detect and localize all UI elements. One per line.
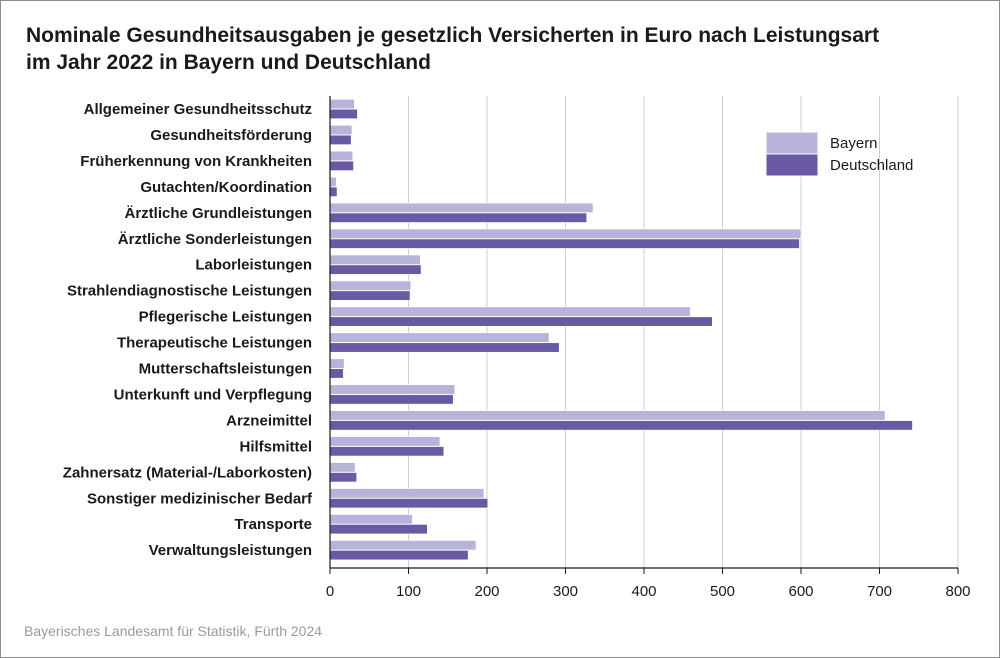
- bar-deutschland: [329, 342, 560, 353]
- bar-deutschland: [329, 134, 352, 145]
- category-label: Allgemeiner Gesundheitsschutz: [84, 101, 312, 118]
- bar-deutschland: [329, 238, 800, 249]
- bar-deutschland: [329, 394, 454, 405]
- bar-bayern: [329, 306, 691, 317]
- x-tick-label: 800: [945, 583, 970, 600]
- category-label: Ärztliche Grundleistungen: [124, 205, 312, 222]
- bar-bayern: [329, 228, 802, 239]
- chart-title-line-1: Nominale Gesundheitsausgaben je gesetzli…: [26, 24, 880, 47]
- bar-bayern: [329, 280, 412, 291]
- category-label: Früherkennung von Krankheiten: [80, 153, 312, 170]
- x-tick-label: 700: [867, 583, 892, 600]
- category-label: Arzneimittel: [226, 412, 312, 429]
- bar-bayern: [329, 332, 550, 343]
- category-label: Mutterschaftsleistungen: [139, 361, 312, 378]
- bar-bayern: [329, 150, 354, 161]
- category-label: Therapeutische Leistungen: [117, 335, 312, 352]
- bar-bayern: [329, 176, 337, 187]
- bar-deutschland: [329, 160, 354, 171]
- bar-bayern: [329, 462, 356, 473]
- category-label: Zahnersatz (Material-/Laborkosten): [63, 464, 312, 481]
- x-tick-label: 500: [710, 583, 735, 600]
- bar-deutschland: [329, 472, 357, 483]
- bar-deutschland: [329, 446, 445, 457]
- bar-bayern: [329, 540, 477, 551]
- category-label: Sonstiger medizinischer Bedarf: [87, 490, 313, 507]
- chart-title-line-2: im Jahr 2022 in Bayern und Deutschland: [26, 51, 431, 74]
- bar-bayern: [329, 254, 421, 265]
- x-tick-label: 0: [326, 583, 334, 600]
- category-label: Strahlendiagnostische Leistungen: [67, 283, 312, 300]
- legend-swatch-deutschland: [765, 153, 819, 177]
- category-label: Laborleistungen: [195, 257, 312, 274]
- bar-deutschland: [329, 264, 422, 275]
- bar-bayern: [329, 358, 345, 369]
- category-label: Gutachten/Koordination: [140, 179, 312, 196]
- legend-label-bayern: Bayern: [830, 135, 878, 152]
- bar-bayern: [329, 410, 886, 421]
- bar-deutschland: [329, 186, 338, 197]
- x-tick-label: 200: [474, 583, 499, 600]
- bar-deutschland: [329, 212, 587, 223]
- bar-bayern: [329, 202, 594, 213]
- legend-label-deutschland: Deutschland: [830, 157, 913, 174]
- x-tick-label: 300: [553, 583, 578, 600]
- legend-swatch-bayern: [765, 131, 819, 155]
- category-label: Gesundheitsförderung: [150, 127, 312, 144]
- bar-bayern: [329, 124, 353, 136]
- source-note: Bayerisches Landesamt für Statistik, Für…: [24, 623, 323, 639]
- category-label: Transporte: [234, 516, 312, 533]
- bar-bayern: [329, 514, 413, 525]
- bar-deutschland: [329, 550, 469, 561]
- x-tick-label: 600: [788, 583, 813, 600]
- category-label: Ärztliche Sonderleistungen: [118, 231, 312, 248]
- bar-deutschland: [329, 420, 913, 431]
- x-tick-label: 400: [631, 583, 656, 600]
- bar-deutschland: [329, 316, 713, 327]
- x-tick-label: 100: [396, 583, 421, 600]
- bar-bayern: [329, 384, 456, 395]
- bar-bayern: [329, 436, 441, 447]
- bar-bayern: [329, 488, 485, 499]
- bar-deutschland: [329, 368, 344, 379]
- category-label: Pflegerische Leistungen: [139, 309, 312, 326]
- bar-bayern: [329, 99, 355, 110]
- bar-deutschland: [329, 498, 489, 509]
- category-label: Hilfsmittel: [239, 438, 312, 455]
- bar-deutschland: [329, 108, 358, 119]
- category-label: Verwaltungsleistungen: [149, 542, 312, 559]
- bar-deutschland: [329, 290, 411, 301]
- category-label: Unterkunft und Verpflegung: [114, 386, 312, 403]
- chart-title: Nominale Gesundheitsausgaben je gesetzli…: [26, 22, 966, 76]
- bar-deutschland: [329, 524, 428, 535]
